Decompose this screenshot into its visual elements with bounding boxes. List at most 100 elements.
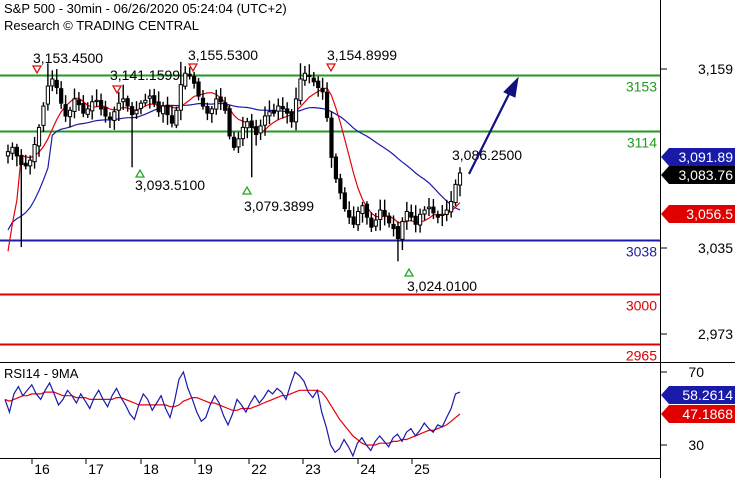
candle-body (187, 73, 192, 77)
trough-marker (403, 267, 415, 277)
price-badge-label: 3,091.89 (679, 149, 734, 165)
y-tick-label: 3,035 (698, 240, 733, 256)
x-tick-label: 24 (360, 461, 376, 477)
annotation-label: 3,155.5300 (188, 47, 258, 63)
candle-body (19, 155, 24, 165)
annotation-label: 3,141.1599 (110, 67, 180, 83)
y-tick-label: 2,973 (698, 326, 733, 342)
price-badge-shape (661, 166, 735, 184)
rsi-series-9ma (4, 389, 461, 446)
level-label-3114: 3114 (627, 135, 657, 151)
candle-body (223, 102, 228, 111)
candle-body (28, 159, 33, 167)
rsi-badge-shape (661, 386, 735, 404)
candle-body (298, 78, 303, 101)
candle-body (249, 120, 254, 128)
candle-body (169, 115, 175, 124)
candle-body (32, 144, 37, 163)
candle-body (196, 81, 201, 97)
candle-body (258, 125, 263, 134)
x-tick-label: 17 (88, 461, 104, 477)
x-tick-label: 25 (414, 461, 430, 477)
candle-body (431, 206, 436, 214)
price-badge-shape (661, 148, 735, 166)
candle-body (386, 215, 392, 224)
price-badge-label: 3,056.5 (686, 206, 733, 222)
rsi-layer: 70 30 (4, 364, 704, 458)
candle-body (134, 109, 139, 115)
candle-body (307, 74, 312, 78)
y-tick-label: 3,159 (698, 61, 733, 77)
x-tick-label: 22 (251, 461, 267, 477)
rsi-y-tick-label: 30 (688, 437, 704, 453)
candle-body (435, 214, 440, 218)
candle-body (324, 91, 330, 118)
x-tick-label: 18 (143, 461, 159, 477)
candle-body (129, 106, 135, 116)
candle-body (121, 98, 126, 103)
annotation-label: 3,154.8999 (327, 47, 397, 63)
candle-body (373, 219, 378, 227)
forecast-arrow-head (503, 76, 519, 98)
candle-body (364, 203, 370, 218)
candle-body (67, 109, 73, 118)
candle-body (378, 209, 383, 220)
rsi-y-tick-label: 70 (688, 364, 704, 380)
candle-body (147, 95, 152, 99)
candle-body (125, 98, 130, 107)
candle-body (245, 121, 250, 129)
candle-body (316, 80, 321, 89)
candle-body (227, 108, 232, 137)
candle-body (200, 97, 206, 107)
candle-body (41, 105, 46, 126)
candle-body (98, 100, 104, 110)
annotation-label: 3,024.0100 (407, 278, 477, 294)
candle-body (116, 102, 121, 111)
candle-body (422, 209, 427, 215)
rsi-badge-shape (661, 405, 735, 423)
candle-body (262, 115, 268, 126)
candle-body (156, 101, 161, 113)
peak-marker (325, 63, 337, 73)
candle-body (231, 136, 237, 148)
candle-body (360, 205, 365, 214)
candle-body (311, 77, 316, 83)
axes-layer: 3,159 3,035 2,973 16 17 18 19 22 23 24 25 (31, 61, 733, 477)
candle-body (293, 98, 299, 123)
candle-body (152, 95, 157, 104)
candle-body (10, 146, 15, 154)
candle-body (409, 211, 414, 218)
candle-body (413, 215, 418, 225)
candle-body (289, 111, 294, 123)
candle-body (205, 105, 210, 114)
candle-body (94, 99, 99, 103)
candles-layer (5, 61, 463, 262)
level-label-3038: 3038 (626, 244, 657, 260)
x-tick-label: 19 (197, 461, 213, 477)
candle-body (5, 151, 11, 157)
candle-body (178, 84, 183, 111)
candle-body (453, 183, 458, 204)
candle-body (444, 209, 449, 216)
candle-body (391, 223, 396, 230)
price-badge-shape (661, 205, 735, 223)
candle-body (355, 210, 361, 226)
peak-marker (111, 85, 123, 95)
level-label-3153: 3153 (626, 79, 657, 95)
badges-layer: 3,091.89 3,083.76 3,056.5 58.2614 47.1868 (661, 148, 735, 423)
candle-body (160, 105, 166, 115)
candle-body (400, 220, 405, 240)
candle-body (369, 217, 374, 228)
candle-body (347, 210, 352, 218)
candle-body (103, 106, 108, 117)
candle-body (85, 108, 90, 115)
candle-body (218, 96, 223, 103)
candle-body (302, 72, 308, 81)
candle-body (143, 99, 148, 104)
trough-marker (241, 185, 253, 195)
candle-body (267, 111, 272, 117)
candle-body (23, 162, 28, 167)
candle-body (440, 213, 445, 217)
peak-marker (31, 65, 43, 75)
